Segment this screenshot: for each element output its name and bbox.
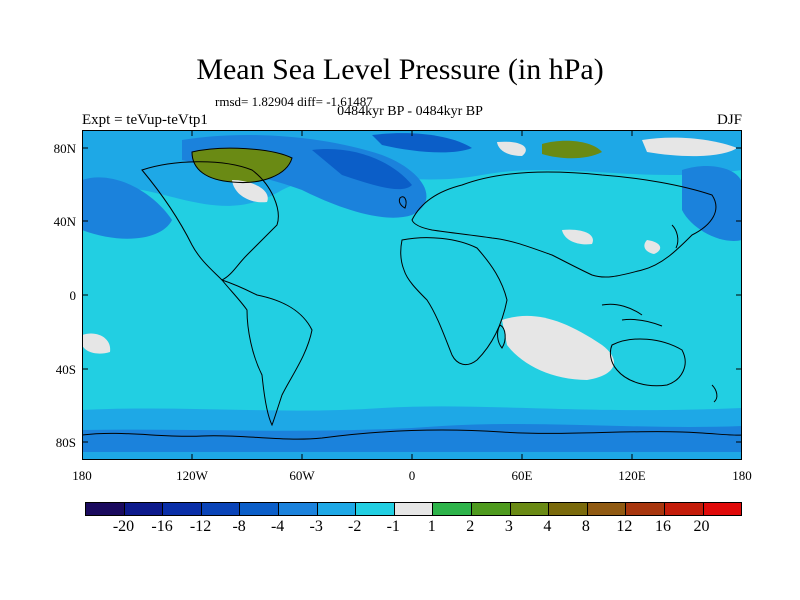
lon-label: 0 — [408, 468, 416, 483]
colorbar-swatch — [549, 503, 588, 515]
colorbar-label: 2 — [466, 518, 475, 535]
lat-label: 80N — [53, 141, 76, 156]
siberia-high — [542, 140, 602, 159]
chart-title: Mean Sea Level Pressure (in hPa) — [196, 53, 604, 86]
near-zero-patch — [642, 137, 737, 157]
colorbar-swatch — [278, 503, 318, 515]
colorbar-swatch — [240, 503, 279, 515]
colorbar-label: 8 — [581, 518, 590, 535]
colorbar-label: -8 — [232, 518, 246, 535]
near-zero-patch — [82, 333, 111, 354]
north-pacific-east — [682, 165, 742, 241]
near-zero-patch — [497, 141, 526, 156]
colorbar-label: 12 — [616, 518, 633, 535]
colorbar-swatch — [201, 503, 241, 515]
colorbar-label: -3 — [309, 518, 323, 535]
colorbar-label: -12 — [189, 518, 212, 535]
north-atlantic-core — [312, 149, 412, 190]
colorbar-swatch — [317, 503, 357, 515]
colorbar-label: 1 — [427, 518, 436, 535]
world-map — [82, 130, 742, 460]
colorbar-label: 3 — [504, 518, 513, 535]
greenland-high — [192, 148, 292, 183]
season-label: DJF — [716, 112, 742, 128]
colorbar-label: 16 — [654, 518, 671, 535]
axis-ticks — [82, 130, 742, 460]
colorbar-swatch — [626, 503, 665, 515]
experiment-label: Expt = teVup-teVtp1 — [82, 112, 208, 128]
near-zero-patch — [644, 240, 661, 254]
colorbar-swatch — [124, 503, 164, 515]
colorbar-swatch — [510, 503, 550, 515]
lon-label: 180 — [72, 468, 92, 483]
lat-label: 0 — [69, 288, 77, 303]
lon-label: 120W — [176, 468, 208, 483]
lat-label: 80S — [55, 435, 76, 450]
rmsd-diff-stats: rmsd= 1.82904 diff= -1.61487 — [215, 94, 373, 109]
colorbar — [85, 502, 742, 516]
lon-label: 180 — [732, 468, 752, 483]
colorbar-swatch — [163, 503, 202, 515]
colorbar-swatch — [394, 503, 434, 515]
south-indian-high — [502, 315, 614, 380]
colorbar-label: -1 — [386, 518, 400, 535]
colorbar-swatch — [587, 503, 627, 515]
colorbar-swatch — [356, 503, 395, 515]
lon-label: 60E — [511, 468, 533, 483]
colorbar-swatch — [471, 503, 511, 515]
colorbar-swatch — [433, 503, 472, 515]
arctic-low — [372, 133, 472, 153]
lat-label: 40S — [55, 362, 76, 377]
colorbar-label: -16 — [151, 518, 173, 535]
north-pacific-west — [82, 177, 172, 239]
map-panel — [82, 130, 742, 460]
colorbar-label: -20 — [112, 518, 135, 535]
period-label: 0484kyr BP - 0484kyr BP — [337, 104, 483, 119]
near-zero-patch — [562, 229, 593, 245]
colorbar-label: 20 — [693, 518, 710, 535]
lon-label: 60W — [289, 468, 315, 483]
colorbar-label: -4 — [270, 518, 285, 535]
colorbar-swatch — [703, 503, 742, 515]
near-zero-patch — [232, 180, 268, 203]
colorbar-swatch — [86, 503, 125, 515]
coastlines — [82, 147, 742, 440]
colorbar-label: 4 — [543, 518, 552, 535]
lat-label: 40N — [53, 214, 76, 229]
colorbar-swatch — [664, 503, 704, 515]
colorbar-label: -2 — [348, 518, 362, 535]
lon-label: 120E — [618, 468, 646, 483]
